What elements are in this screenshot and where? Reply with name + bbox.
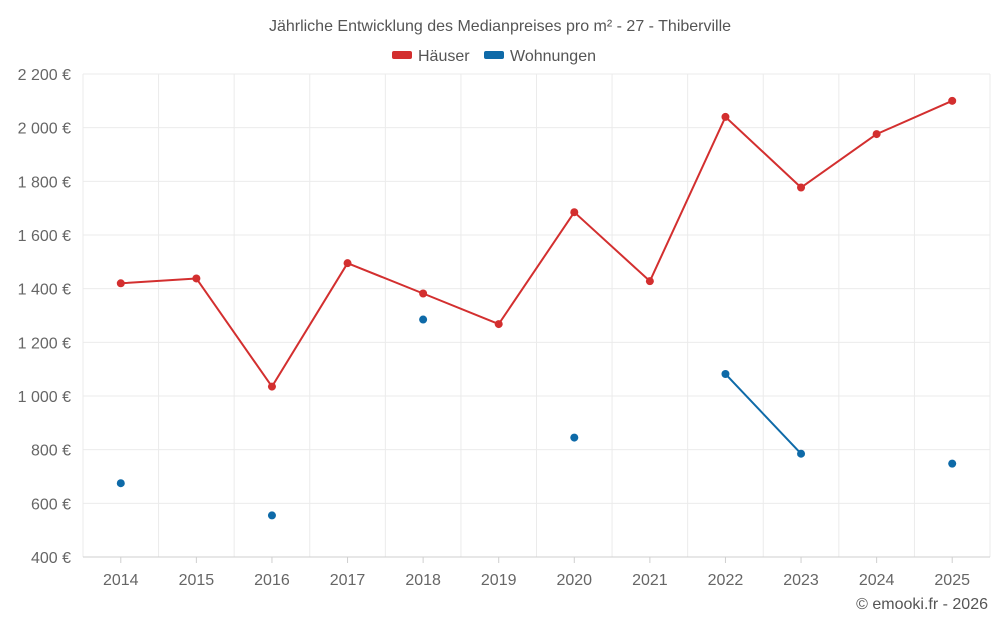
credit-text: © emooki.fr - 2026: [856, 596, 988, 613]
y-tick-label: 600 €: [31, 496, 71, 513]
y-tick-label: 1 200 €: [18, 335, 71, 352]
series-wohnungen: [116, 315, 957, 520]
x-tick-label: 2019: [481, 572, 517, 589]
series-line-segment: [422, 292, 500, 326]
series-line-segment: [648, 115, 727, 283]
x-tick-label: 2016: [254, 572, 290, 589]
series-line-segment: [270, 262, 349, 388]
x-tick-label: 2017: [330, 572, 366, 589]
x-tick-label: 2023: [783, 572, 819, 589]
y-tick-label: 1 800 €: [18, 174, 71, 191]
data-point: [948, 459, 957, 468]
y-tick-label: 1 400 €: [18, 282, 71, 299]
series-line-segment: [497, 211, 576, 326]
series-line-segment: [800, 133, 878, 189]
y-tick-label: 2 200 €: [18, 67, 71, 84]
data-point: [192, 274, 201, 283]
data-point: [494, 320, 503, 329]
legend-label: Wohnungen: [510, 48, 596, 65]
data-point: [948, 96, 957, 105]
data-point: [872, 130, 881, 139]
data-point: [570, 208, 579, 217]
series-line-segment: [346, 262, 425, 295]
series-line-segment: [875, 99, 954, 136]
data-point: [721, 369, 730, 378]
data-point: [116, 479, 125, 488]
data-point: [343, 259, 352, 268]
y-tick-label: 800 €: [31, 443, 71, 460]
data-point: [419, 289, 428, 298]
chart-title: Jährliche Entwicklung des Medianpreises …: [269, 18, 731, 35]
y-tick-label: 400 €: [31, 550, 71, 567]
legend-swatch: [484, 51, 504, 59]
series-huser: [116, 96, 957, 391]
x-gridlines: [82, 74, 991, 558]
legend: Häuser Wohnungen: [392, 48, 596, 65]
data-point: [419, 315, 428, 324]
legend-label: Häuser: [418, 48, 470, 65]
x-tick-label: 2022: [708, 572, 744, 589]
data-point: [116, 279, 125, 288]
x-tick-label: 2014: [103, 572, 139, 589]
data-point: [645, 277, 654, 286]
data-point: [797, 449, 806, 458]
series-line-segment: [724, 115, 803, 189]
data-point: [267, 511, 276, 520]
series-line-segment: [573, 211, 651, 283]
x-tick-label: 2015: [179, 572, 215, 589]
data-point: [570, 433, 579, 442]
y-axis: 400 € 600 € 800 € 1 000 € 1 200 € 1 400 € 1 60…: [18, 67, 71, 567]
series-layer: [116, 96, 957, 520]
legend-swatch: [392, 51, 412, 59]
y-tick-label: 1 600 €: [18, 228, 71, 245]
data-point: [797, 183, 806, 192]
series-line-segment: [119, 277, 198, 285]
y-tick-label: 1 000 €: [18, 389, 71, 406]
x-tick-label: 2024: [859, 572, 895, 589]
x-tick-label: 2020: [556, 572, 592, 589]
x-tick-label: 2025: [934, 572, 970, 589]
data-point: [721, 112, 730, 121]
x-axis: 2014 2015 2016 2017 2018 2019 2020 2021 2022 2023…: [103, 557, 970, 589]
x-tick-label: 2018: [405, 572, 441, 589]
series-line-segment: [724, 372, 803, 455]
series-line-segment: [195, 277, 273, 388]
x-tick-label: 2021: [632, 572, 668, 589]
data-point: [267, 382, 276, 391]
y-tick-label: 2 000 €: [18, 121, 71, 138]
